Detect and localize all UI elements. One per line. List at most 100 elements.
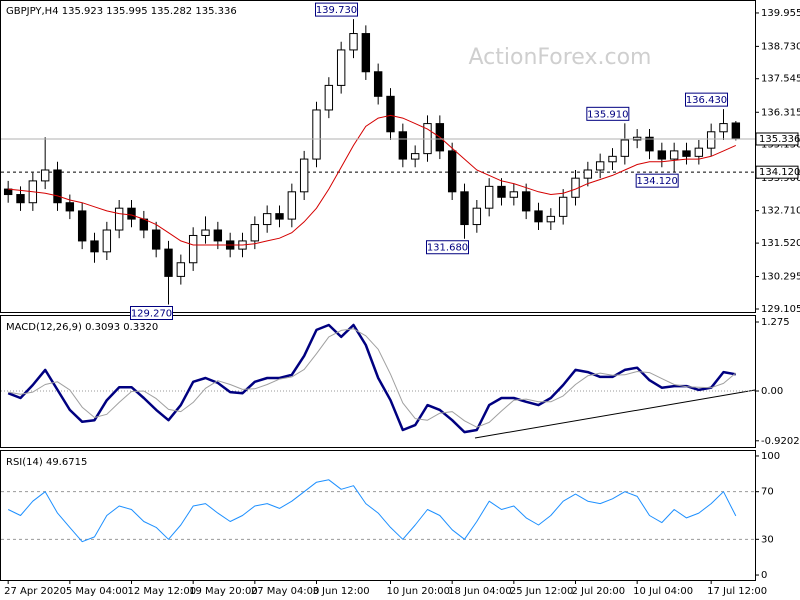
candle-body (608, 155, 617, 163)
candle-body (694, 147, 704, 157)
x-tick-label: 27 Apr 2020 (4, 586, 66, 597)
candle-body (77, 210, 87, 242)
y-tick-label: 133.900 (761, 173, 800, 184)
indicator-line (7, 323, 737, 434)
annotation-label: 129.270 (131, 308, 172, 319)
candle-body (410, 153, 420, 160)
candle-body (102, 229, 112, 253)
annotation-label: 135.910 (587, 109, 628, 120)
candle-body (682, 150, 691, 157)
y-tick-label: -0.9202 (761, 436, 800, 447)
candle-body (706, 131, 716, 149)
y-tick-label: 138.730 (761, 41, 800, 52)
candle-body (114, 207, 124, 231)
candle-body (386, 95, 395, 133)
x-tick-label: 27 May 04:00 (251, 586, 320, 597)
x-tick-label: 2 Jul 20:00 (572, 586, 626, 597)
y-tick-label: 100 (761, 451, 780, 462)
candle-body (324, 84, 334, 111)
candle-body (497, 185, 506, 198)
watermark: ActionForex.com (469, 45, 652, 70)
x-tick-label: 3 Jun 12:00 (313, 586, 370, 597)
candle-body (151, 229, 161, 250)
x-tick-label: 19 May 20:00 (189, 586, 258, 597)
panel-title: GBPJPY,H4 135.923 135.995 135.282 135.33… (6, 6, 237, 17)
x-tick-label: 18 Jun 04:00 (448, 586, 512, 597)
level-box (755, 165, 799, 179)
candle-body (595, 161, 605, 171)
x-tick-label: 10 Jul 04:00 (633, 586, 693, 597)
moving-average (8, 114, 737, 246)
candle-body (176, 262, 186, 277)
candle-body (90, 240, 99, 253)
x-tick-label: 10 Jun 20:00 (387, 586, 451, 597)
y-tick-label: 136.315 (761, 107, 800, 118)
candle-body (657, 150, 667, 160)
x-tick-label: 25 Jun 12:00 (510, 586, 574, 597)
candle-body (65, 202, 75, 212)
candle-body (546, 215, 556, 223)
y-tick-label: 139.955 (761, 8, 800, 19)
annotation-box (685, 92, 728, 107)
annotation-box (586, 106, 630, 121)
candle-body (669, 150, 679, 160)
x-tick-label: 12 May 12:00 (128, 586, 197, 597)
y-tick-label: 0 (761, 570, 767, 581)
candle-body (719, 123, 728, 133)
candle-body (361, 33, 371, 73)
x-tick-label: 17 Jul 12:00 (707, 586, 767, 597)
y-tick-label: 70 (761, 487, 774, 498)
annotation-label: 131.680 (427, 243, 468, 254)
candle-body (287, 191, 297, 220)
annotation-label: 139.730 (316, 5, 357, 16)
trendline (474, 389, 756, 439)
y-tick-label: 0.00 (761, 386, 783, 397)
rsi-panel (0, 450, 756, 581)
candle-body (460, 191, 469, 226)
y-tick-label: 1.275 (761, 317, 790, 328)
level-label: 134.120 (759, 167, 800, 178)
candle-body (250, 224, 260, 242)
candle-body (213, 229, 223, 242)
indicator-line (8, 328, 737, 428)
annotation-box (130, 305, 173, 320)
candle-body (349, 33, 358, 51)
y-tick-label: 30 (761, 534, 774, 545)
y-tick-label: 132.710 (761, 206, 800, 217)
candle-body (127, 207, 136, 220)
candle-body (312, 109, 321, 160)
candle-body (472, 207, 482, 226)
candle-body (521, 191, 531, 212)
candle-body (484, 185, 494, 209)
macd-panel (0, 315, 756, 448)
annotation-label: 136.430 (686, 95, 727, 106)
candle-body (509, 191, 519, 198)
annotation-box (426, 240, 469, 255)
y-tick-label: 130.295 (761, 272, 800, 283)
price-box (755, 132, 799, 146)
candle-body (299, 158, 309, 193)
price-label: 135.336 (759, 134, 800, 145)
candle-body (3, 188, 13, 196)
candle-body (262, 213, 272, 226)
candle-body (275, 213, 284, 220)
y-tick-label: 137.545 (761, 74, 800, 85)
panel-title: MACD(12,26,9) 0.3093 0.3320 (6, 322, 158, 333)
annotation-box (315, 2, 358, 17)
candle-body (398, 131, 408, 160)
indicator-line (7, 479, 737, 543)
candle-body (164, 248, 173, 277)
x-tick-label: 5 May 04:00 (66, 586, 128, 597)
price-panel (0, 0, 756, 313)
candle-body (645, 136, 654, 152)
candle-body (336, 49, 346, 86)
y-tick-label: 131.520 (761, 238, 800, 249)
candle-body (53, 169, 62, 204)
panel-title: RSI(14) 49.6715 (6, 457, 87, 468)
candle-body (620, 139, 630, 157)
annotation-label: 134.120 (636, 176, 677, 187)
candle-body (188, 234, 198, 264)
candle-body (40, 169, 50, 182)
